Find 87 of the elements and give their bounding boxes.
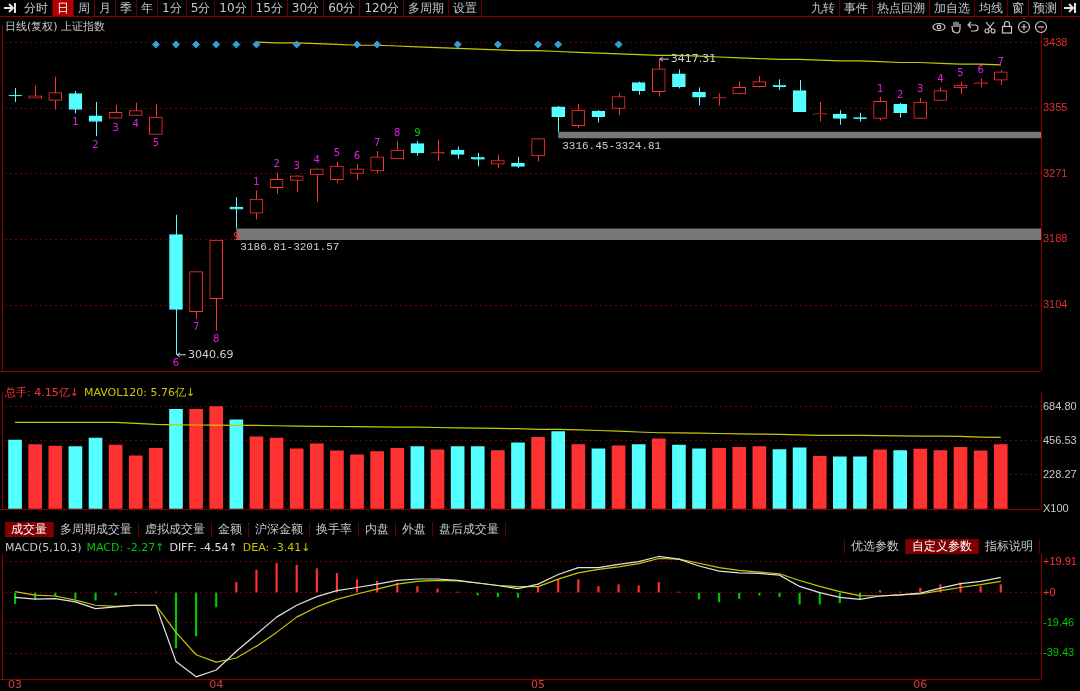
text: 虚拟成交量 — [139, 522, 212, 537]
x-tick-label: 03 — [8, 678, 23, 691]
text: 多周期 — [404, 0, 450, 16]
text: 15分 — [251, 0, 288, 16]
text: 30分 — [287, 0, 325, 16]
text: 5 — [152, 137, 160, 149]
text: 窗 — [1008, 0, 1029, 16]
text: 4 — [132, 117, 139, 129]
text: 月 — [95, 0, 116, 16]
y-tick-label: 3355 — [1043, 101, 1068, 114]
text: 热点回溯 — [873, 0, 930, 16]
text: 8 — [213, 333, 220, 345]
text: MACD: -2.27↑ — [86, 541, 165, 554]
x-tick-label: 06 — [913, 678, 928, 691]
text: 分时 — [20, 0, 53, 16]
text: 盘后成交量 — [433, 522, 506, 537]
y-tick-label: 684.80 — [1043, 399, 1077, 412]
y-tick-label: +19.91 — [1043, 554, 1077, 567]
text: 5 — [957, 67, 964, 79]
text: 3 — [293, 160, 300, 172]
text: 6 — [977, 63, 984, 75]
text: 九转 — [807, 0, 840, 16]
y-tick-label: +0 — [1043, 585, 1056, 598]
text: 7 — [997, 55, 1004, 67]
text: 指标说明 — [979, 539, 1040, 554]
annotation: 3040.69 — [187, 347, 234, 361]
text: 10分 — [215, 0, 252, 16]
text: 6 — [172, 357, 180, 369]
x-tick-label: 05 — [531, 678, 546, 691]
text: 8 — [394, 126, 401, 138]
text: MAVOL120: 5.76亿↓ — [83, 386, 196, 399]
text: 自定义参数 — [906, 539, 979, 554]
y-tick-label: -39.43 — [1043, 646, 1075, 659]
text: 1 — [876, 82, 884, 94]
text: 4 — [313, 154, 320, 166]
text: 沪深金额 — [249, 522, 310, 537]
band-label: 3316.45-3324.81 — [562, 139, 662, 152]
text: 120分 — [360, 0, 405, 16]
chart-title: 日线(复权) 上证指数 — [5, 19, 106, 34]
annotation: 3417.31 — [670, 51, 717, 65]
text: 金额 — [212, 522, 249, 537]
text: 6 — [353, 149, 361, 161]
y-tick-label: 3438 — [1043, 35, 1068, 48]
chart-title: MACD(5,10,3) — [5, 541, 82, 554]
text: 日 — [53, 0, 74, 16]
text: 事件 — [840, 0, 873, 16]
y-tick-label: 228.27 — [1043, 467, 1077, 480]
text: 3 — [917, 83, 924, 95]
text: 预测 — [1029, 0, 1062, 16]
y-tick-label: -19.46 — [1043, 615, 1075, 628]
y-tick-label: 3188 — [1043, 232, 1068, 245]
text: 总手: 4.15亿↓ — [5, 386, 79, 399]
text: 换手率 — [310, 522, 359, 537]
text: 均线 — [975, 0, 1008, 16]
text: 2 — [897, 88, 904, 100]
y-tick-label: X100 — [1043, 502, 1069, 515]
text: 季 — [116, 0, 137, 16]
band-label: 3186.81-3201.57 — [240, 241, 340, 254]
text: 年 — [137, 0, 158, 16]
text: 5 — [333, 147, 341, 159]
text: 加自选 — [930, 0, 975, 16]
text: 优选参数 — [845, 539, 906, 554]
text: DEA: -3.41↓ — [242, 541, 311, 554]
text: 5分 — [186, 0, 216, 16]
text: 1 — [253, 176, 260, 188]
text: 9 — [233, 231, 240, 243]
text: 7 — [373, 136, 381, 148]
text: 多周期成交量 — [54, 522, 139, 537]
y-tick-label: 3271 — [1043, 167, 1068, 179]
text: 周 — [74, 0, 95, 16]
text: 3 — [112, 121, 119, 133]
y-tick-label: 3104 — [1043, 298, 1068, 311]
text: 1 — [72, 115, 79, 127]
text: 7 — [192, 321, 200, 333]
text: 9 — [414, 126, 421, 138]
text: 2 — [273, 158, 280, 170]
text: 4 — [937, 72, 944, 84]
text: 成交量 — [5, 522, 54, 537]
text: 2 — [92, 138, 99, 150]
y-tick-label: 456.53 — [1043, 433, 1077, 446]
text: 60分 — [324, 0, 361, 16]
text: 内盘 — [359, 522, 396, 537]
text: DIFF: -4.54↑ — [169, 541, 238, 554]
text: 1分 — [158, 0, 187, 16]
text: 设置 — [449, 0, 483, 16]
x-tick-label: 04 — [209, 678, 224, 691]
text: 外盘 — [396, 522, 433, 537]
